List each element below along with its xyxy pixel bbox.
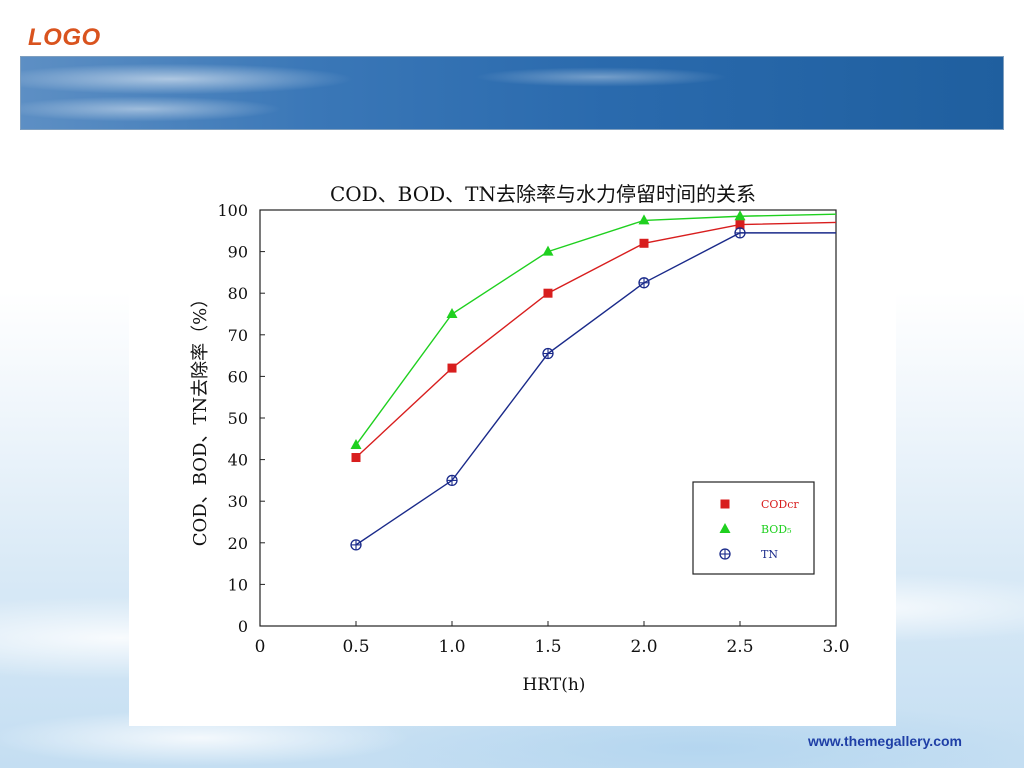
y-tick-label: 20 — [228, 534, 248, 553]
y-axis-label: COD、BOD、TN去除率（%） — [190, 290, 211, 547]
y-tick-label: 90 — [228, 243, 248, 262]
y-tick-label: 0 — [238, 617, 248, 636]
header-banner — [20, 56, 1004, 130]
x-tick-label: 2.0 — [630, 637, 657, 657]
legend-label: BOD₅ — [761, 523, 792, 536]
data-point — [735, 220, 745, 230]
y-tick-label: 50 — [228, 409, 248, 428]
data-point — [350, 539, 362, 551]
legend-marker — [720, 499, 730, 509]
x-tick-label: 1.0 — [438, 637, 465, 657]
data-point — [542, 347, 554, 360]
x-axis-label: HRT(h) — [523, 675, 586, 695]
data-point — [638, 277, 650, 289]
series-line — [355, 213, 837, 446]
x-tick-label: 0.5 — [342, 637, 369, 657]
chart-legend: CODcr BOD₅ TN — [692, 481, 815, 575]
data-point — [446, 308, 458, 318]
chart-panel: COD、BOD、TN去除率与水力停留时间的关系 0 10 20 30 40 50 60 70 8… — [129, 168, 896, 726]
chart-title: COD、BOD、TN去除率与水力停留时间的关系 — [330, 182, 756, 206]
logo: LOGO — [28, 24, 101, 51]
data-point — [350, 439, 362, 450]
series-2 — [350, 227, 836, 551]
data-point — [639, 238, 649, 248]
chart-series — [350, 210, 837, 551]
data-point — [734, 210, 746, 221]
legend-marker — [719, 523, 731, 533]
legend-marker — [719, 548, 731, 560]
chart-axes: 0 10 20 30 40 50 60 70 80 90 100 0 0.5 1.0 1.5 2.0 2.5 3.… — [217, 201, 849, 657]
y-tick-label: 80 — [228, 284, 248, 303]
data-point — [638, 214, 650, 225]
series-line — [355, 221, 837, 459]
data-point — [446, 474, 458, 487]
x-tick-label: 1.5 — [534, 637, 561, 657]
legend-label: TN — [761, 548, 778, 561]
data-point — [543, 288, 553, 298]
data-point — [447, 363, 457, 373]
y-tick-label: 100 — [217, 201, 248, 220]
x-tick-label: 0 — [255, 637, 266, 657]
legend-box — [692, 481, 815, 575]
series-0 — [351, 220, 837, 463]
y-tick-label: 30 — [228, 492, 248, 511]
y-tick-label: 70 — [228, 326, 248, 345]
legend-label: CODcr — [761, 498, 799, 511]
y-tick-label: 10 — [228, 575, 248, 594]
line-chart: COD、BOD、TN去除率与水力停留时间的关系 0 10 20 30 40 50 60 70 8… — [190, 182, 850, 695]
data-point — [734, 227, 746, 239]
x-tick-label: 2.5 — [726, 637, 753, 657]
x-tick-label: 3.0 — [822, 637, 849, 657]
data-point — [351, 453, 361, 463]
y-tick-label: 40 — [228, 451, 248, 470]
series-1 — [350, 210, 837, 450]
y-tick-label: 60 — [228, 367, 248, 386]
data-point — [542, 245, 554, 256]
footer-url[interactable]: www.themegallery.com — [807, 733, 962, 749]
series-line — [355, 232, 836, 546]
